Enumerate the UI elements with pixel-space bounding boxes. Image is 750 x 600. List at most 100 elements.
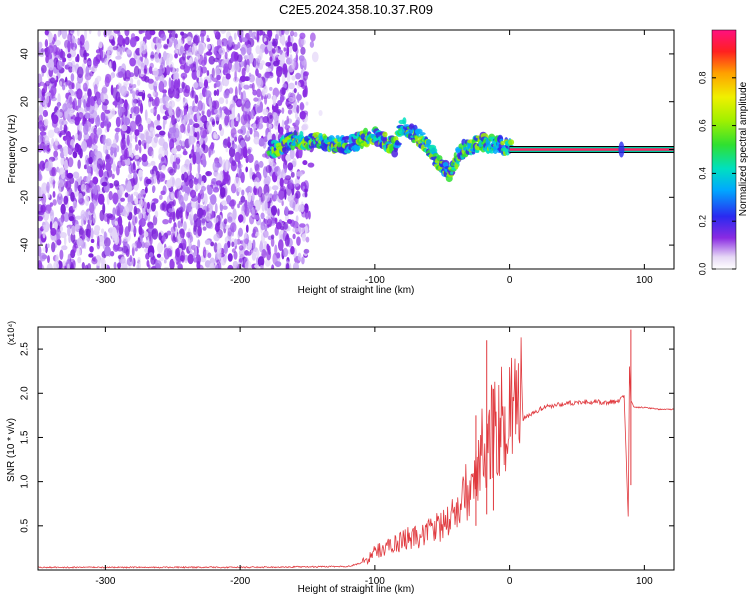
noise-blob	[187, 253, 194, 265]
noise-blob	[176, 163, 181, 170]
noise-blob	[290, 246, 295, 255]
noise-blob	[251, 82, 255, 92]
noise-blob	[259, 265, 264, 269]
noise-blob	[210, 194, 217, 205]
noise-blob	[223, 108, 230, 115]
noise-blob	[87, 263, 92, 269]
noise-blob	[84, 194, 89, 207]
noise-blob	[290, 171, 295, 178]
noise-blob	[100, 228, 105, 234]
noise-blob	[90, 227, 94, 239]
noise-blob	[300, 201, 304, 213]
noise-blob	[120, 197, 126, 202]
noise-blob	[197, 192, 201, 204]
noise-blob	[197, 162, 201, 175]
snr-panel: -300 -200 -100 0 100 0.5 1.0 1.5 2.0 2.5 Height …	[6, 321, 675, 595]
y-tick-label: -20	[20, 190, 31, 205]
noise-blob	[214, 203, 218, 214]
noise-blob	[289, 30, 295, 37]
noise-blob	[275, 131, 279, 143]
noise-blob	[195, 143, 201, 153]
noise-blob	[93, 95, 97, 102]
noise-blob	[122, 237, 128, 242]
noise-blob	[72, 98, 78, 110]
noise-blob	[191, 201, 196, 209]
carrier-band-core	[509, 148, 674, 151]
noise-blob	[249, 167, 253, 180]
noise-blob	[63, 195, 69, 205]
noise-blob	[232, 208, 237, 221]
noise-blob	[145, 135, 152, 144]
noise-blob	[206, 70, 210, 76]
noise-blob	[175, 207, 183, 219]
noise-blob	[166, 179, 173, 189]
noise-blob	[299, 110, 306, 120]
noise-blob	[96, 75, 102, 82]
noise-blob	[259, 243, 263, 253]
noise-blob	[294, 112, 298, 120]
noise-blob	[309, 41, 315, 48]
noise-blob	[85, 65, 90, 78]
noise-blob	[163, 43, 169, 49]
noise-blob	[151, 150, 154, 159]
noise-blob	[187, 112, 190, 118]
noise-blob	[76, 88, 83, 100]
noise-blob	[63, 212, 70, 223]
noise-blob	[264, 71, 271, 79]
noise-blob	[98, 235, 106, 247]
noise-blob	[47, 129, 55, 139]
noise-blob	[282, 247, 289, 257]
noise-blob	[210, 181, 216, 187]
noise-blob	[120, 256, 126, 264]
noise-blob	[59, 249, 64, 260]
noise-blob	[94, 147, 99, 156]
noise-blob	[301, 123, 309, 131]
noise-blob	[186, 203, 192, 213]
noise-blob	[251, 206, 255, 218]
noise-blob	[296, 236, 301, 246]
noise-blob	[108, 34, 114, 40]
noise-blob	[115, 205, 121, 217]
noise-blob	[302, 88, 307, 98]
noise-blob	[237, 186, 242, 193]
noise-blob	[284, 30, 290, 36]
noise-blob	[228, 35, 233, 48]
noise-blob	[42, 247, 46, 252]
noise-blob	[236, 100, 242, 105]
noise-blob	[60, 157, 65, 166]
noise-blob	[209, 143, 215, 150]
noise-blob	[133, 191, 139, 196]
noise-blob	[141, 139, 147, 147]
noise-blob	[156, 170, 160, 181]
noise-blob	[123, 99, 128, 110]
noise-blob	[236, 54, 243, 63]
noise-blob	[67, 32, 73, 43]
noise-blob	[227, 141, 232, 148]
noise-blob	[49, 202, 54, 207]
noise-blob	[57, 179, 65, 188]
noise-blob	[224, 90, 230, 99]
y-tick-label: 2.0	[20, 386, 31, 400]
y-tick-label: 1.0	[20, 474, 31, 488]
noise-blob	[256, 30, 260, 43]
noise-blob	[169, 168, 175, 176]
noise-blob	[174, 177, 182, 190]
noise-blob	[179, 228, 185, 239]
x-tick-label: 0	[507, 275, 513, 286]
noise-blob	[288, 82, 295, 90]
noise-blob	[86, 175, 91, 184]
noise-blob	[212, 160, 220, 173]
colorbar-label: Normalized spectral amplitude	[738, 81, 749, 216]
noise-blob	[152, 67, 159, 78]
noise-blob	[193, 257, 197, 263]
noise-blob	[141, 153, 148, 163]
noise-blob	[154, 210, 159, 218]
noise-blob	[151, 98, 156, 107]
noise-blob	[254, 163, 260, 173]
noise-blob	[68, 119, 76, 124]
noise-blob	[223, 39, 227, 47]
noise-blob	[134, 198, 139, 205]
noise-blob	[56, 60, 63, 70]
noise-blob	[223, 242, 229, 254]
noise-blob	[303, 71, 309, 77]
